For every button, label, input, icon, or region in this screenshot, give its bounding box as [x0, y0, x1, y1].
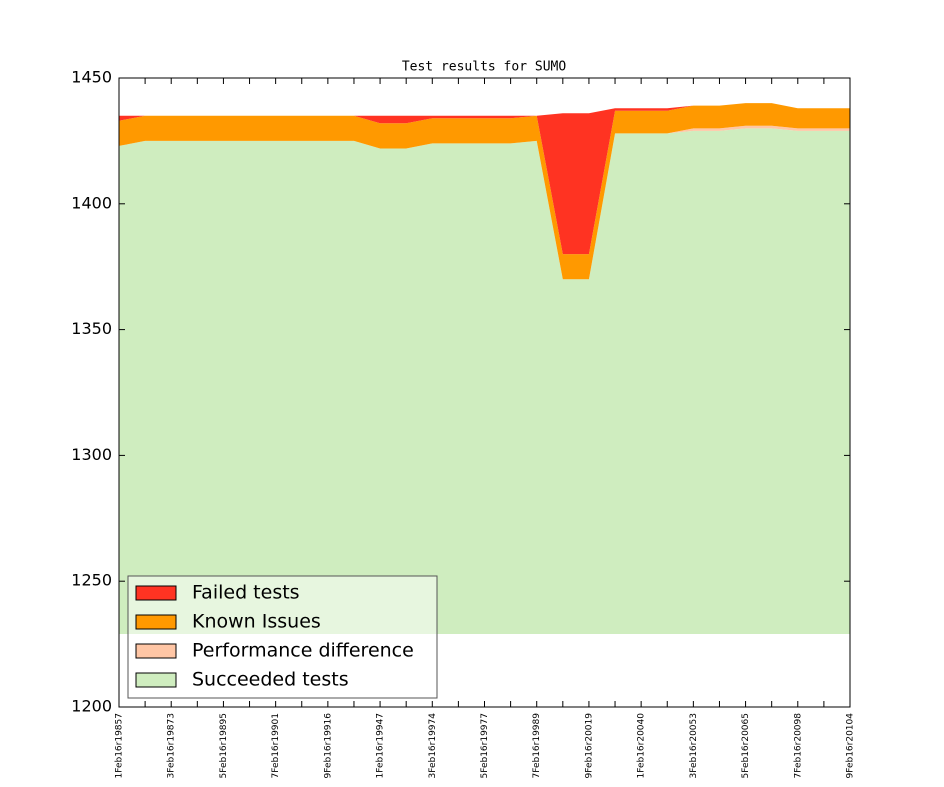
x-tick-label: 5Feb16r19977 [480, 713, 490, 778]
y-tick-label: 1250 [71, 571, 112, 590]
x-tick-label: 9Feb16r20019 [584, 713, 594, 779]
legend-swatch [135, 585, 177, 601]
area [119, 128, 850, 635]
x-tick-label: 7Feb16r19989 [532, 713, 542, 779]
area [119, 103, 850, 280]
x-tick-label: 3Feb16r19873 [167, 713, 177, 778]
legend-label: Failed tests [192, 582, 300, 604]
y-tick-label: 1300 [71, 445, 112, 464]
x-tick-label: 1Feb16r19857 [115, 713, 125, 778]
legend: Failed tests Known Issues Performance diff… [127, 575, 438, 699]
legend-swatch [135, 672, 177, 688]
y-tick-label: 1200 [71, 697, 112, 716]
legend-label: Succeeded tests [192, 669, 349, 691]
legend-box [127, 575, 438, 699]
x-tick-label: 3Feb16r19974 [428, 713, 438, 779]
x-tick-label: 5Feb16r20065 [741, 713, 751, 778]
legend-swatch [135, 614, 177, 630]
x-tick-label: 1Feb16r20040 [637, 713, 647, 779]
x-tick-label: 9Feb16r19916 [323, 713, 333, 779]
x-tick-label: 9Feb16r20104 [846, 713, 856, 779]
y-tick-label: 1450 [71, 68, 112, 87]
y-tick-label: 1400 [71, 193, 112, 212]
plot-area [119, 103, 850, 635]
chart-title: Test results for SUMO [402, 60, 567, 75]
x-tick-label: 7Feb16r20098 [793, 713, 803, 779]
legend-label: Performance difference [192, 640, 414, 662]
legend-label: Known Issues [192, 611, 321, 633]
legend-swatch [135, 643, 177, 659]
x-tick-label: 3Feb16r20053 [689, 713, 699, 778]
x-tick-label: 7Feb16r19901 [271, 713, 281, 778]
x-tick-label: 1Feb16r19947 [376, 713, 386, 778]
x-tick-label: 5Feb16r19895 [219, 713, 229, 778]
y-tick-label: 1350 [71, 319, 112, 338]
